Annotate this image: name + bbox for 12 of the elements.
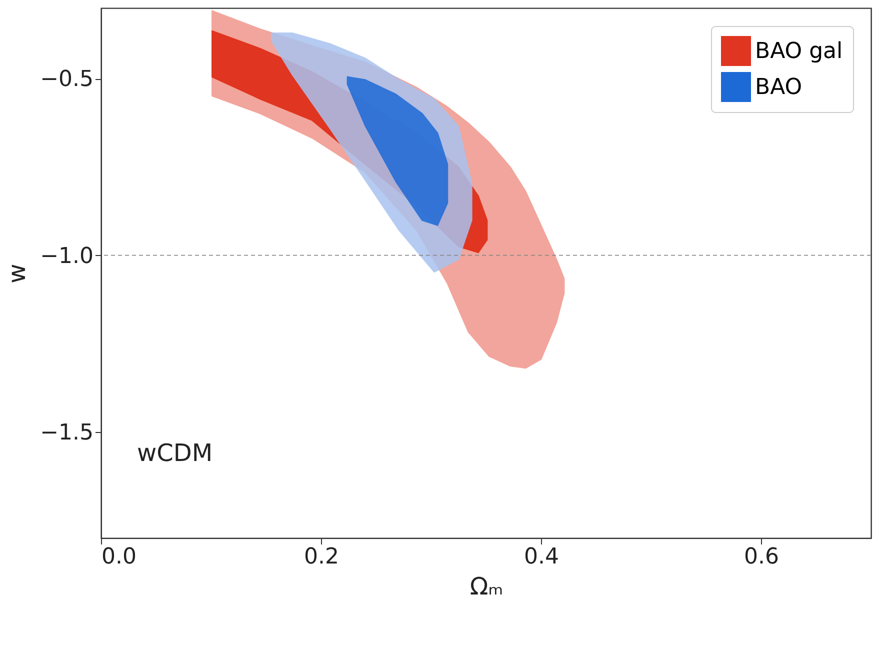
y-tick-label: −1.5 — [40, 420, 94, 446]
legend-label: BAO gal — [755, 39, 843, 64]
x-tick-label: 0.0 — [102, 544, 136, 570]
x-tick-label: 0.2 — [304, 544, 339, 570]
x-axis-title: Ωₘ — [470, 572, 504, 600]
y-tick-label: −1.0 — [40, 244, 94, 269]
y-axis-title: w — [3, 264, 32, 284]
legend-label: BAO — [755, 75, 802, 100]
x-tick-label: 0.6 — [744, 544, 779, 570]
annotation: wCDM — [137, 439, 213, 467]
x-tick-label: 0.4 — [524, 544, 559, 570]
y-tick-label: −0.5 — [40, 67, 94, 92]
